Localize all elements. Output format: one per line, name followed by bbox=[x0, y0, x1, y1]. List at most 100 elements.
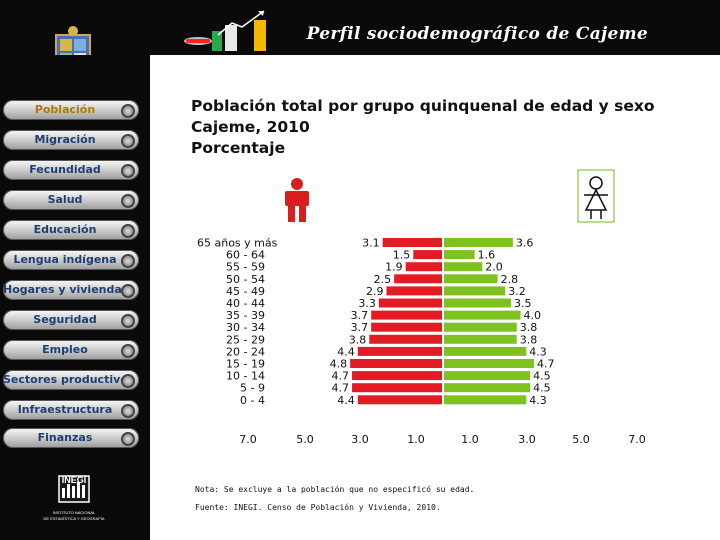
male-bar bbox=[369, 334, 442, 344]
sidebar-item-label: Sectores productivos bbox=[3, 373, 135, 386]
male-value-label: 4.7 bbox=[332, 382, 350, 395]
female-value-label: 3.5 bbox=[514, 297, 532, 310]
age-group-label: 60 - 64 bbox=[226, 249, 265, 262]
chart-title-line2: Cajeme, 2010 bbox=[191, 118, 310, 136]
female-bar bbox=[444, 346, 527, 356]
female-bar bbox=[444, 274, 498, 284]
female-value-label: 4.3 bbox=[529, 394, 547, 407]
male-value-label: 2.5 bbox=[374, 273, 392, 286]
sidebar-item-11[interactable]: Finanzas bbox=[3, 428, 139, 448]
sidebar-item-label: Lengua indígena bbox=[13, 253, 117, 266]
female-bar bbox=[444, 383, 531, 393]
sidebar-item-5[interactable]: Lengua indígena bbox=[3, 250, 139, 270]
sidebar-item-3[interactable]: Salud bbox=[3, 190, 139, 210]
sidebar-item-9[interactable]: Sectores productivos bbox=[3, 370, 139, 390]
sidebar-item-label: Empleo bbox=[42, 343, 88, 356]
male-value-label: 4.7 bbox=[332, 370, 350, 383]
female-bar bbox=[444, 286, 506, 296]
male-bar bbox=[413, 250, 442, 260]
sidebar-item-7[interactable]: Seguridad bbox=[3, 310, 139, 330]
male-bar bbox=[350, 359, 442, 368]
x-tick-label: 1.0 bbox=[407, 433, 425, 446]
sidebar-item-4[interactable]: Educación bbox=[3, 220, 139, 240]
sidebar-knob-icon bbox=[121, 374, 135, 388]
sidebar-item-1[interactable]: Migración bbox=[3, 130, 139, 150]
chart-title: Población total por grupo quinquenal de … bbox=[191, 96, 655, 159]
sidebar-knob-icon bbox=[121, 224, 135, 238]
page-title: Perfil sociodemográfico de Cajeme bbox=[306, 24, 648, 44]
x-tick-label: 5.0 bbox=[572, 433, 590, 446]
female-value-label: 2.0 bbox=[485, 261, 503, 274]
female-value-label: 2.8 bbox=[501, 273, 519, 286]
female-bar bbox=[444, 262, 483, 272]
age-group-label: 65 años y más bbox=[197, 237, 278, 250]
sidebar-knob-icon bbox=[121, 164, 135, 178]
male-bar bbox=[386, 286, 442, 296]
sidebar-item-2[interactable]: Fecundidad bbox=[3, 160, 139, 180]
growth-chart-icon bbox=[184, 10, 266, 51]
age-group-label: 50 - 54 bbox=[226, 273, 265, 286]
female-bar bbox=[444, 238, 513, 247]
inegi-subtitle-2: DE ESTADÍSTICA Y GEOGRAFÍA bbox=[44, 516, 105, 521]
female-bar bbox=[444, 250, 475, 260]
inegi-logo-text: INEGI bbox=[62, 475, 87, 485]
age-group-label: 40 - 44 bbox=[226, 297, 265, 310]
x-tick-label: 3.0 bbox=[518, 433, 536, 446]
male-value-label: 3.1 bbox=[362, 237, 380, 250]
sidebar-item-label: Seguridad bbox=[33, 313, 97, 326]
top-banner: Perfil sociodemográfico de Cajeme bbox=[0, 0, 720, 55]
chart-title-line3: Porcentaje bbox=[191, 139, 286, 157]
sidebar-item-0[interactable]: Población bbox=[3, 100, 139, 120]
chart-source: Fuente: INEGI. Censo de Población y Vivi… bbox=[195, 503, 441, 512]
age-group-label: 5 - 9 bbox=[240, 382, 265, 395]
sidebar-knob-icon bbox=[121, 314, 135, 328]
age-group-label: 25 - 29 bbox=[226, 333, 265, 346]
sidebar-item-8[interactable]: Empleo bbox=[3, 340, 139, 360]
sidebar-item-label: Hogares y viviendas bbox=[3, 283, 129, 296]
sidebar-item-label: Migración bbox=[34, 133, 96, 146]
male-value-label: 4.8 bbox=[330, 358, 348, 371]
inegi-logo: INEGI INSTITUTO NACIONAL DE ESTADÍSTICA … bbox=[44, 475, 105, 521]
age-group-label: 20 - 24 bbox=[226, 345, 265, 358]
male-bar bbox=[378, 298, 442, 308]
sidebar-item-label: Educación bbox=[33, 223, 97, 236]
male-bar bbox=[352, 371, 442, 381]
male-value-label: 3.7 bbox=[351, 309, 369, 322]
male-value-label: 4.4 bbox=[337, 345, 355, 358]
male-value-label: 1.9 bbox=[385, 261, 403, 274]
sidebar-knob-icon bbox=[121, 284, 135, 298]
female-value-label: 3.2 bbox=[508, 285, 526, 298]
female-icon bbox=[577, 169, 615, 223]
male-value-label: 3.3 bbox=[358, 297, 376, 310]
sidebar-item-10[interactable]: Infraestructura bbox=[3, 400, 139, 420]
x-tick-label: 5.0 bbox=[296, 433, 314, 446]
sidebar-item-6[interactable]: Hogares y viviendas bbox=[3, 280, 139, 300]
female-bar bbox=[444, 395, 527, 405]
male-bar bbox=[405, 262, 442, 272]
female-value-label: 3.6 bbox=[516, 237, 534, 250]
sidebar-knob-icon bbox=[121, 104, 135, 118]
male-value-label: 2.9 bbox=[366, 285, 384, 298]
female-bar bbox=[444, 298, 511, 308]
x-tick-label: 7.0 bbox=[239, 433, 257, 446]
female-bar bbox=[444, 359, 534, 368]
sidebar-item-label: Fecundidad bbox=[29, 163, 101, 176]
female-bar bbox=[444, 371, 531, 381]
inegi-subtitle-1: INSTITUTO NACIONAL bbox=[53, 510, 96, 515]
age-group-label: 55 - 59 bbox=[226, 261, 265, 274]
sidebar-knob-icon bbox=[121, 404, 135, 418]
chart-note: Nota: Se excluye a la población que no e… bbox=[195, 485, 475, 494]
female-value-label: 3.8 bbox=[520, 333, 538, 346]
age-group-label: 45 - 49 bbox=[226, 285, 265, 298]
sidebar-knob-icon bbox=[121, 254, 135, 268]
male-bar bbox=[394, 274, 442, 284]
female-bar bbox=[444, 322, 517, 332]
sidebar-knob-icon bbox=[121, 194, 135, 208]
female-value-label: 4.3 bbox=[529, 345, 547, 358]
age-group-label: 30 - 34 bbox=[226, 321, 265, 334]
male-bar bbox=[371, 310, 442, 320]
sidebar-item-label: Salud bbox=[47, 193, 83, 206]
male-value-label: 4.4 bbox=[337, 394, 355, 407]
sidebar-item-label: Población bbox=[34, 103, 96, 116]
